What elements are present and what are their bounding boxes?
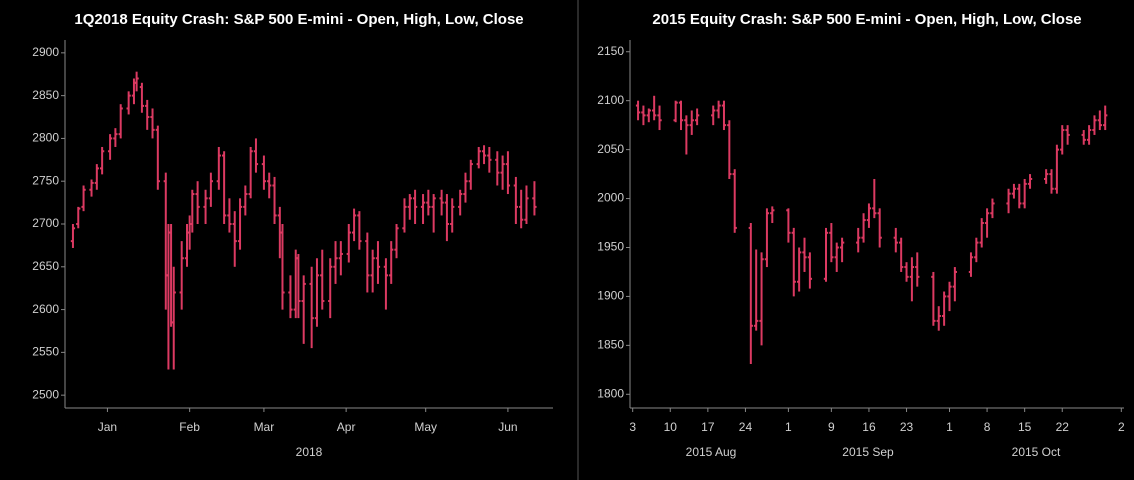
x-tick-label: 1 bbox=[785, 420, 792, 434]
y-tick-label: 2900 bbox=[32, 45, 59, 59]
x-tick-label: May bbox=[414, 420, 437, 434]
y-tick-label: 2150 bbox=[597, 44, 624, 58]
x-tick-label: Jan bbox=[98, 420, 117, 434]
x-group-label: 2015 Sep bbox=[842, 445, 894, 459]
x-axis-label: 2018 bbox=[296, 445, 323, 459]
x-tick-label: Mar bbox=[254, 420, 275, 434]
x-tick-label: Jun bbox=[498, 420, 517, 434]
chart-title: 1Q2018 Equity Crash: S&P 500 E-mini - Op… bbox=[74, 11, 523, 28]
x-tick-label: 3 bbox=[629, 420, 636, 434]
y-tick-label: 1850 bbox=[597, 338, 624, 352]
y-tick-label: 1800 bbox=[597, 386, 624, 400]
x-tick-label: Feb bbox=[179, 420, 200, 434]
chart-title: 2015 Equity Crash: S&P 500 E-mini - Open… bbox=[652, 11, 1081, 28]
x-tick-label: 2 bbox=[1118, 420, 1125, 434]
x-tick-label: 10 bbox=[664, 420, 678, 434]
x-group-label: 2015 Oct bbox=[1012, 445, 1061, 459]
x-tick-label: 22 bbox=[1056, 420, 1070, 434]
y-tick-label: 2700 bbox=[32, 216, 59, 230]
x-tick-label: Apr bbox=[337, 420, 356, 434]
y-tick-label: 2650 bbox=[32, 259, 59, 273]
x-tick-label: 23 bbox=[900, 420, 914, 434]
x-tick-label: 1 bbox=[946, 420, 953, 434]
x-tick-label: 17 bbox=[701, 420, 715, 434]
x-tick-label: 15 bbox=[1018, 420, 1032, 434]
x-tick-label: 8 bbox=[984, 420, 991, 434]
y-tick-label: 2050 bbox=[597, 142, 624, 156]
y-tick-label: 1950 bbox=[597, 240, 624, 254]
x-group-label: 2015 Aug bbox=[686, 445, 737, 459]
y-tick-label: 2500 bbox=[32, 387, 59, 401]
y-tick-label: 2800 bbox=[32, 131, 59, 145]
y-tick-label: 2750 bbox=[32, 173, 59, 187]
y-tick-label: 2000 bbox=[597, 191, 624, 205]
x-tick-label: 24 bbox=[739, 420, 753, 434]
y-tick-label: 2550 bbox=[32, 345, 59, 359]
x-tick-label: 9 bbox=[828, 420, 835, 434]
y-tick-label: 2600 bbox=[32, 302, 59, 316]
x-tick-label: 16 bbox=[862, 420, 876, 434]
y-tick-label: 1900 bbox=[597, 289, 624, 303]
y-tick-label: 2100 bbox=[597, 93, 624, 107]
y-tick-label: 2850 bbox=[32, 88, 59, 102]
